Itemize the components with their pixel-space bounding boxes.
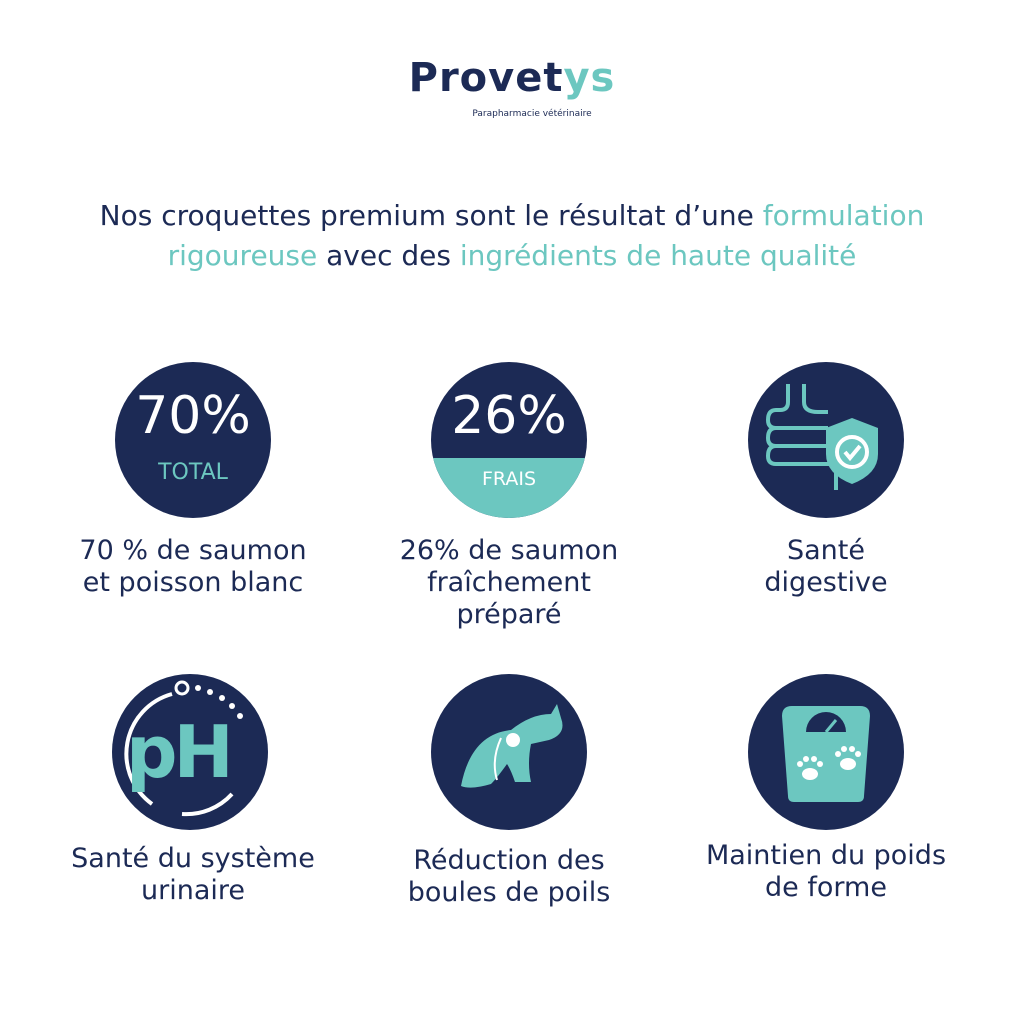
feature-label: Santé du système urinaire [43, 843, 343, 907]
feature-label: Réduction des boules de poils [359, 845, 659, 909]
intestine-shield-check-icon [748, 362, 904, 518]
stat-sublabel: FRAIS [481, 468, 537, 490]
label-line: et poisson blanc [82, 567, 304, 598]
scale-paws-icon [748, 674, 904, 830]
stat-value: 70% [135, 386, 251, 446]
feature-label: 70 % de saumon et poisson blanc [43, 535, 343, 599]
stat-value: 26% [451, 386, 567, 446]
stat-badge-total: 70% TOTAL [115, 362, 271, 518]
label-line: Réduction des [413, 845, 605, 876]
ph-text: pH [126, 710, 234, 794]
headline-highlight: ingrédients de haute qualité [459, 239, 857, 272]
label-line: boules de poils [407, 877, 611, 908]
label-line: Santé [787, 535, 865, 566]
logo-text: Provet [408, 55, 564, 101]
label-line: Maintien du poids [705, 840, 947, 871]
fill-band [431, 458, 587, 518]
stat-badge-fresh: 26% FRAIS [431, 362, 587, 518]
headline-text: Nos croquettes premium sont le résultat … [99, 199, 763, 232]
feature-label: 26% de saumon fraîchement préparé [359, 535, 659, 631]
brand-logo: Provetys Parapharmacie vétérinaire [0, 52, 1024, 120]
feature-label: Santé digestive [676, 535, 976, 599]
label-line: préparé [456, 599, 562, 630]
feature-label: Maintien du poids de forme [676, 840, 976, 904]
logo-text-accent: ys [563, 55, 616, 101]
label-line: digestive [764, 567, 888, 598]
label-line: 70 % de saumon [79, 535, 307, 566]
label-line: 26% de saumon [399, 535, 619, 566]
cat-grooming-icon [431, 674, 587, 830]
headline-highlight: formulation rigoureuse [167, 199, 925, 272]
label-line: urinaire [141, 875, 245, 906]
stat-sublabel: TOTAL [158, 460, 228, 485]
label-line: Santé du système [71, 843, 315, 874]
headline-text: avec des [317, 239, 460, 272]
label-line: de forme [765, 872, 887, 903]
ph-icon: pH [112, 674, 268, 830]
label-line: fraîchement [427, 567, 591, 598]
headline: Nos croquettes premium sont le résultat … [40, 196, 984, 276]
logo-tagline: Parapharmacie vétérinaire [472, 109, 592, 119]
